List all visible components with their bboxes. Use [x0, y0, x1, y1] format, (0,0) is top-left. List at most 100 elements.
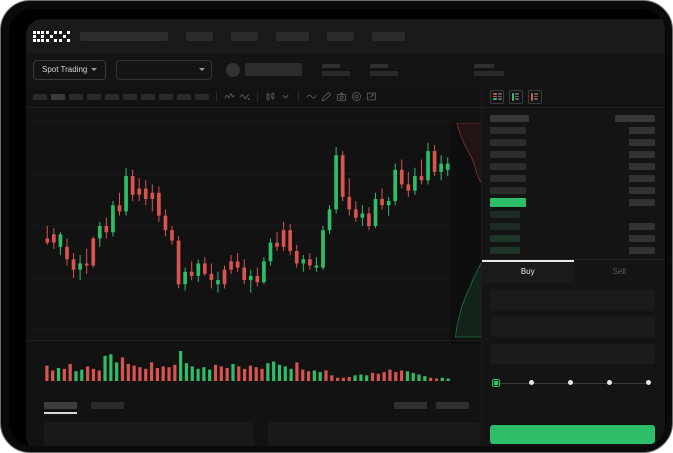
stat-value [474, 70, 505, 76]
order-field-1[interactable] [490, 290, 655, 310]
toolbar-divider [257, 91, 258, 102]
orderbook-bid-row[interactable] [490, 246, 655, 255]
trading-mode-dropdown[interactable]: Spot Trading [33, 59, 107, 80]
orderbook-bid-row[interactable] [490, 210, 655, 219]
indicators-icon[interactable] [224, 91, 235, 102]
timeframe-button-3[interactable] [69, 93, 83, 100]
orderbook-view-modes [482, 86, 665, 108]
orders-panel [26, 394, 481, 446]
stat-value [322, 70, 351, 76]
stat-block-2 [370, 63, 399, 76]
volume-canvas [45, 351, 450, 381]
volume-chart [26, 340, 481, 394]
candlestick-canvas [26, 121, 451, 331]
orders-placeholder-2[interactable] [268, 422, 480, 446]
order-field-2[interactable] [490, 317, 655, 337]
nav-item-1[interactable] [186, 31, 213, 41]
price-chart[interactable] [26, 108, 481, 340]
orderbook-ask-row[interactable] [490, 150, 655, 159]
compare-icon[interactable] [239, 91, 250, 102]
logo-letter-o [33, 30, 44, 42]
timeframe-button-5[interactable] [105, 93, 119, 100]
orders-placeholder-row [44, 422, 480, 446]
toolbar-divider [216, 91, 217, 102]
logo-letter-k [46, 30, 57, 42]
orderbook-header-row [490, 114, 655, 123]
timeframe-button-8[interactable] [159, 93, 173, 100]
orderbook-ask-row[interactable] [490, 174, 655, 183]
timeframe-button-7[interactable] [141, 93, 155, 100]
slider-handle[interactable] [492, 379, 500, 387]
line-chart-icon[interactable] [306, 91, 317, 102]
orders-placeholder-1[interactable] [44, 422, 254, 446]
order-field-3[interactable] [490, 344, 655, 364]
orderbook-ask-row[interactable] [490, 138, 655, 147]
stat-label [370, 63, 389, 68]
order-form-tabs: Buy Sell [482, 259, 665, 283]
tab-sell[interactable]: Sell [612, 267, 626, 276]
slider-stop-50[interactable] [568, 380, 573, 385]
camera-icon[interactable] [336, 91, 347, 102]
timeframe-button-6[interactable] [123, 93, 137, 100]
settings-icon[interactable] [351, 91, 362, 102]
logo-letter-x [59, 30, 70, 42]
chevron-down-icon[interactable] [280, 91, 291, 102]
tab-buy[interactable]: Buy [482, 260, 574, 283]
device-bezel: Spot Trading [9, 9, 666, 446]
app-screen: Spot Trading [26, 19, 665, 446]
fullscreen-icon[interactable] [366, 91, 377, 102]
stat-value [370, 70, 399, 76]
orders-tab-1[interactable] [44, 401, 77, 409]
toolbar-divider [298, 91, 299, 102]
stat-label [322, 63, 341, 68]
orders-action-1[interactable] [394, 402, 427, 409]
coin-avatar [226, 62, 241, 77]
nav-item-2[interactable] [231, 31, 258, 41]
place-buy-order-button[interactable] [490, 425, 655, 444]
orderbook-last-price-row[interactable] [490, 198, 655, 207]
top-navbar [26, 19, 665, 53]
timeframe-button-2[interactable] [51, 93, 65, 100]
orders-tab-bar [26, 394, 481, 416]
orderbook-mode-bids[interactable] [509, 89, 523, 104]
nav-item-4[interactable] [327, 31, 354, 41]
drawing-tool-icon[interactable] [321, 91, 332, 102]
ticker-price [245, 63, 303, 76]
timeframe-button-9[interactable] [177, 93, 191, 100]
slider-stop-100[interactable] [646, 380, 651, 385]
timeframe-button-1[interactable] [33, 93, 47, 100]
candle-type-icon[interactable] [265, 91, 276, 102]
pair-select[interactable] [116, 59, 213, 80]
orders-action-2[interactable] [436, 402, 469, 409]
amount-slider[interactable] [492, 378, 653, 388]
stat-block-1 [322, 63, 351, 76]
chart-toolbar [26, 86, 481, 108]
nav-item-3[interactable] [276, 31, 309, 41]
timeframe-button-10[interactable] [195, 93, 209, 100]
orderbook-bid-row[interactable] [490, 234, 655, 243]
orderbook-ask-row[interactable] [490, 162, 655, 171]
stat-block-3 [474, 63, 505, 76]
slider-stop-25[interactable] [529, 380, 534, 385]
chevron-down-icon [91, 68, 98, 71]
orderbook-and-form: Buy Sell [481, 86, 665, 446]
search-input[interactable] [80, 31, 168, 41]
orderbook-ask-row[interactable] [490, 126, 655, 135]
active-tab-indicator [44, 412, 77, 414]
orderbook-mode-both[interactable] [490, 89, 504, 104]
orderbook-bid-row[interactable] [490, 222, 655, 231]
timeframe-button-4[interactable] [87, 93, 101, 100]
trading-mode-label: Spot Trading [42, 65, 88, 74]
okx-logo[interactable] [33, 30, 70, 42]
stat-label [474, 63, 495, 68]
nav-item-5[interactable] [372, 31, 405, 41]
orderbook-mode-asks[interactable] [528, 89, 542, 104]
active-tab-indicator [482, 260, 574, 262]
slider-stop-75[interactable] [607, 380, 612, 385]
market-subheader: Spot Trading [26, 53, 665, 86]
chevron-down-icon [199, 68, 206, 71]
orderbook-rows[interactable] [482, 108, 665, 255]
orders-tab-2[interactable] [91, 401, 124, 409]
orderbook-ask-row[interactable] [490, 186, 655, 195]
